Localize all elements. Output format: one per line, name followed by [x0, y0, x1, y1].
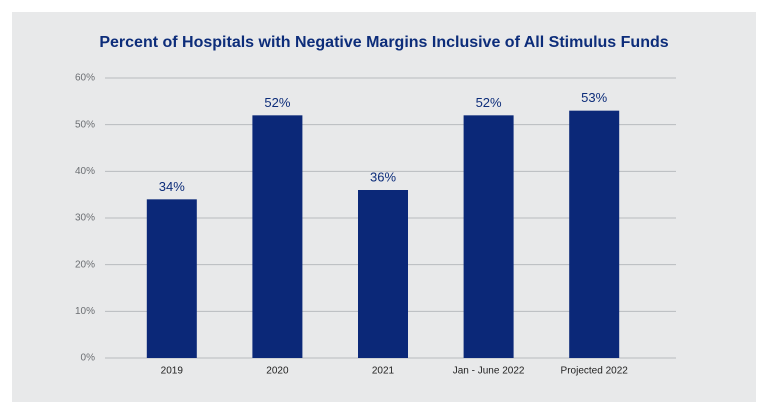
value-label: 34%	[159, 179, 185, 194]
y-tick-label: 50%	[75, 119, 95, 130]
value-label: 36%	[370, 169, 396, 184]
value-label: 53%	[581, 90, 607, 105]
y-tick-label: 60%	[75, 73, 95, 84]
x-tick-label: 2020	[266, 366, 289, 377]
bar	[252, 115, 303, 358]
x-tick-label: Jan - June 2022	[453, 366, 525, 377]
y-tick-label: 20%	[75, 259, 95, 270]
bar	[358, 190, 408, 358]
value-label: 52%	[476, 95, 502, 110]
chart-title: Percent of Hospitals with Negative Margi…	[99, 34, 668, 51]
x-tick-label: Projected 2022	[561, 366, 629, 377]
y-tick-label: 10%	[75, 306, 95, 317]
y-tick-label: 30%	[75, 213, 95, 224]
bar	[463, 115, 514, 358]
bar	[569, 110, 620, 359]
x-tick-label: 2021	[372, 366, 395, 377]
x-tick-label: 2019	[161, 366, 184, 377]
value-label: 52%	[264, 95, 290, 110]
y-tick-label: 0%	[81, 353, 96, 364]
y-tick-label: 40%	[75, 166, 95, 177]
bar	[146, 199, 197, 358]
